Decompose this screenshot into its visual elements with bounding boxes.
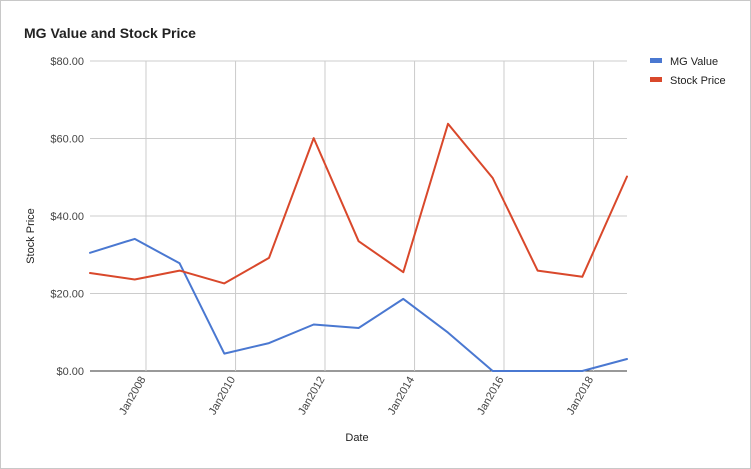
stock-price-legend-label: Stock Price — [670, 75, 726, 87]
y-tick-label: $20.00 — [50, 289, 84, 301]
mg-value-line — [89, 237, 628, 372]
y-axis-label: Stock Price — [25, 208, 37, 264]
y-tick-label: $0.00 — [56, 366, 84, 378]
mg-value-legend-label: MG Value — [670, 56, 718, 68]
stock-price-legend-swatch — [650, 77, 662, 82]
y-tick-label: $60.00 — [50, 134, 84, 146]
legend: MG Value Stock Price — [650, 56, 726, 87]
x-axis-label: Date — [345, 432, 368, 444]
y-tick-label: $80.00 — [50, 56, 84, 68]
series-layer — [89, 122, 628, 372]
chart-title: MG Value and Stock Price — [24, 25, 196, 41]
y-tick-labels: $0.00 $20.00 $40.00 $60.00 $80.00 — [50, 56, 84, 378]
y-tick-label: $40.00 — [50, 211, 84, 223]
stock-price-line — [89, 122, 628, 285]
mg-value-legend-swatch — [650, 58, 662, 63]
x-gridlines — [145, 61, 595, 371]
